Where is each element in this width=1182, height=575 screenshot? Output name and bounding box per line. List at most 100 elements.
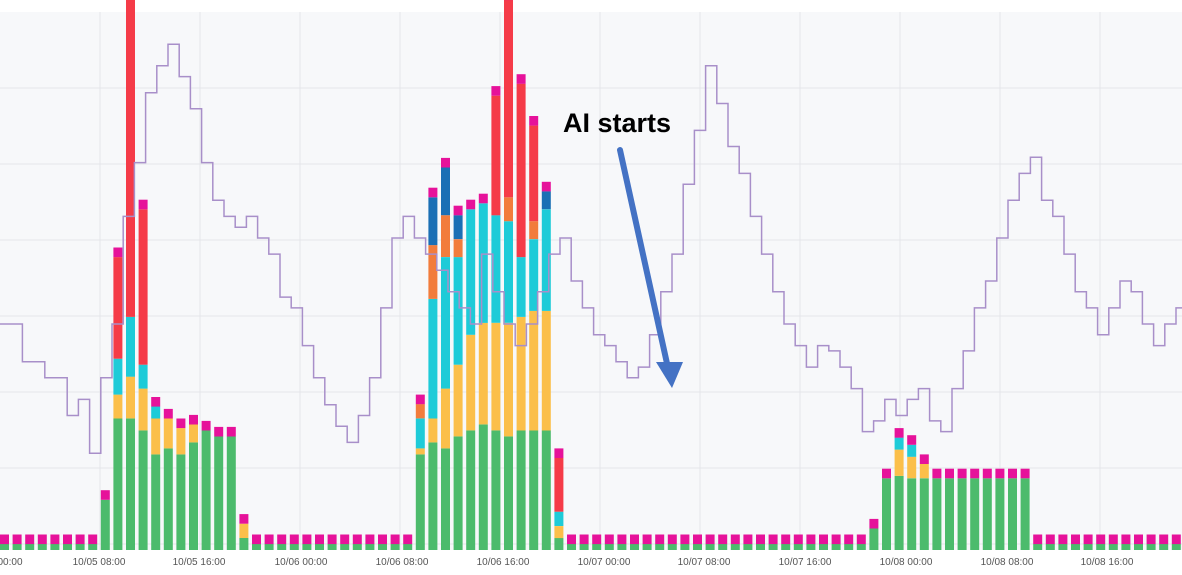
bar-segment-yellow [919,463,929,479]
bar-segment-green [201,430,211,550]
bar-segment-green [239,538,249,550]
bar-segment-magenta [831,534,841,545]
bar-segment-magenta [491,86,501,96]
bar-segment-magenta [1020,468,1030,479]
bar-segment-magenta [264,534,274,545]
bar-segment-green [1008,478,1017,550]
bar-segment-green [567,544,576,550]
bar-segment-magenta [806,534,816,545]
bar-segment-cyan [504,221,513,323]
bar-segment-orange [504,197,513,222]
annotation-layer: AI starts [563,108,683,388]
bar-segment-red [138,209,148,365]
bar-segment-magenta [163,408,173,419]
bar-segment-green [945,478,954,550]
bar-segment-green [869,528,879,550]
bar-segment-red [516,83,526,258]
bar-segment-magenta [1121,534,1131,545]
bar-segment-yellow [466,334,476,431]
bar-segment-magenta [932,468,942,479]
bar-segment-green [176,454,186,550]
bar-segment-green [466,430,476,550]
bar-segment-cyan [478,203,488,323]
bar-segment-yellow [151,418,161,455]
bar-segment-magenta [667,534,677,545]
bar-segment-green [693,544,702,550]
bar-segment-green [1121,544,1131,550]
bar-segment-green [844,544,854,550]
bar-segment-magenta [63,534,72,545]
bar-segment-magenta [630,534,639,545]
bar-segment-green [806,544,816,550]
bar-segment-orange [415,404,425,419]
bar-segment-green [642,544,652,550]
x-tick-label: 10/07 00:00 [578,557,631,568]
bar-segment-green [214,436,224,550]
bar-segment-cyan [529,239,539,311]
bar-segment-green [579,544,589,550]
bar-segment-magenta [1083,534,1093,545]
bar-segment-red [126,0,135,317]
bar-segment-magenta [189,414,198,425]
bar-segment-green [126,418,135,550]
bar-segment-magenta [176,418,186,429]
bar-segment-yellow [453,364,463,437]
bar-segment-green [1108,544,1118,550]
bar-segment-magenta [1171,534,1181,545]
bar-segment-orange [428,245,438,299]
bar-segment-green [138,430,148,550]
bar-segment-green [226,436,236,550]
x-tick-label: 10/06 16:00 [477,557,530,568]
bar-segment-yellow [541,310,551,431]
bar-segment-green [592,544,602,550]
bar-segment-magenta [327,534,337,545]
bar-segment-magenta [403,534,413,545]
bar-segment-magenta [1071,534,1080,545]
x-tick-label: 10/08 00:00 [880,557,933,568]
bar-segment-yellow [516,316,526,431]
bar-segment-green [718,544,728,550]
bar-segment-magenta [554,448,564,458]
bar-segment-cyan [441,257,450,389]
bar-segment-yellow [138,388,148,431]
bar-segment-yellow [239,523,249,538]
bar-segment-cyan [894,437,904,450]
bar-segment-yellow [478,322,488,425]
bar-segment-magenta [390,534,400,545]
x-tick-label: 10/05 16:00 [173,557,226,568]
bar-segment-green [378,544,387,550]
bar-segment-magenta [680,534,690,545]
bar-segment-magenta [1146,534,1156,545]
bar-segment-green [554,538,564,550]
bar-segment-green [453,436,463,550]
bar-segment-blue [428,197,438,246]
bar-segment-magenta [25,534,35,545]
annotation-arrow-head [656,362,683,388]
bar-segment-yellow [126,376,135,419]
bar-segment-green [1058,544,1068,550]
bar-segment-magenta [882,468,891,479]
bar-segment-green [37,544,47,550]
bar-segment-green [680,544,690,550]
bar-segment-yellow [491,322,501,431]
bar-segment-cyan [151,406,161,419]
bar-segment-magenta [743,534,753,545]
annotation-label: AI starts [563,108,671,138]
bar-segment-green [390,544,400,550]
bar-segment-magenta [37,534,47,545]
bar-segment-green [705,544,715,550]
bar-segment-green [907,478,917,550]
bar-segment-green [919,478,929,550]
bar-segment-yellow [907,456,917,479]
bar-segment-magenta [541,181,551,192]
bar-segment-magenta [529,116,539,126]
bar-segment-magenta [768,534,778,545]
bar-segment-green [1083,544,1093,550]
bar-segment-magenta [945,468,954,479]
bar-segment-green [340,544,350,550]
bar-segment-magenta [441,157,450,168]
bar-segment-cyan [113,358,123,395]
bar-segment-magenta [340,534,350,545]
